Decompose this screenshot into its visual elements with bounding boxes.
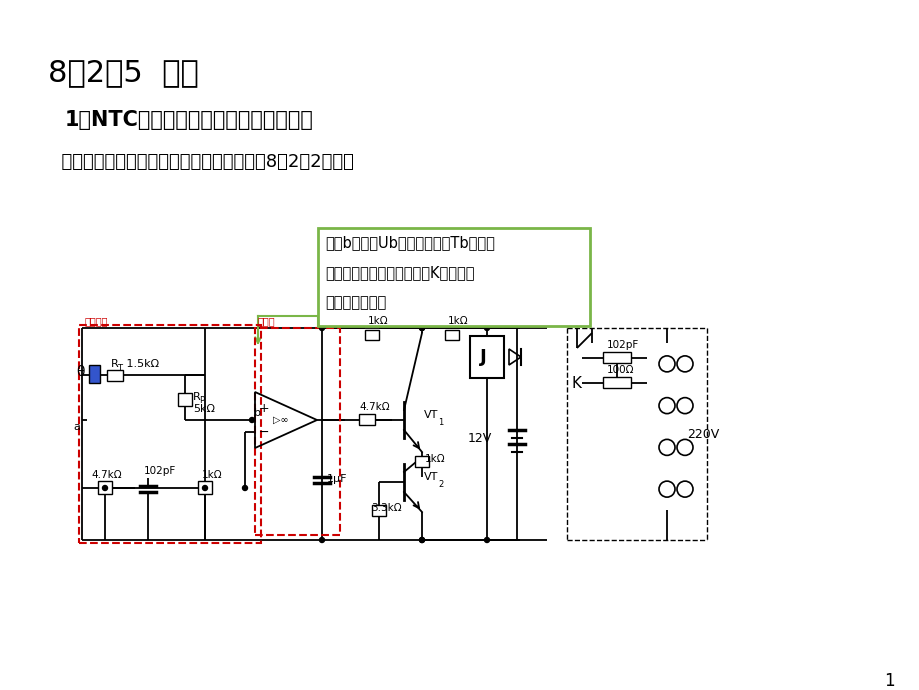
Text: +: + xyxy=(259,402,269,415)
Text: ▷∞: ▷∞ xyxy=(273,415,289,425)
Text: 1μF: 1μF xyxy=(326,474,347,484)
Text: 100Ω: 100Ω xyxy=(607,365,634,375)
Circle shape xyxy=(484,538,489,542)
Text: 1.5kΩ: 1.5kΩ xyxy=(123,359,159,369)
Text: 1: 1 xyxy=(437,418,443,427)
Text: 220V: 220V xyxy=(686,428,719,440)
Bar xyxy=(371,505,386,516)
Bar xyxy=(107,370,123,381)
Text: 2: 2 xyxy=(437,480,443,489)
Circle shape xyxy=(249,417,255,422)
Text: a: a xyxy=(73,422,80,432)
Bar xyxy=(98,481,112,494)
Bar xyxy=(470,336,504,378)
Text: P: P xyxy=(199,396,204,405)
Text: 102pF: 102pF xyxy=(144,466,176,476)
Text: 直流电桥: 直流电桥 xyxy=(85,316,108,326)
Circle shape xyxy=(419,326,424,331)
Circle shape xyxy=(102,486,108,491)
Circle shape xyxy=(419,538,424,542)
Circle shape xyxy=(243,486,247,491)
Bar xyxy=(89,365,100,383)
Text: 比较器: 比较器 xyxy=(257,316,276,326)
Text: 102pF: 102pF xyxy=(607,340,639,350)
Text: R: R xyxy=(111,359,119,369)
Text: b: b xyxy=(254,408,261,418)
Bar xyxy=(177,393,192,406)
Text: 4.7kΩ: 4.7kΩ xyxy=(358,402,390,412)
Text: 时继电器不通电，常闭触点K闭合，加: 时继电器不通电，常闭触点K闭合，加 xyxy=(324,265,474,280)
Text: VT: VT xyxy=(424,472,437,482)
Bar xyxy=(79,325,261,543)
Circle shape xyxy=(319,538,324,542)
Text: 单点温度控制是常见的温度控制形式，如图8．2．2所示。: 单点温度控制是常见的温度控制形式，如图8．2．2所示。 xyxy=(50,153,354,171)
Text: 热器通电加热。: 热器通电加热。 xyxy=(324,295,386,310)
Text: 5kΩ: 5kΩ xyxy=(193,404,215,414)
Circle shape xyxy=(419,326,424,331)
Text: 3.3kΩ: 3.3kΩ xyxy=(370,503,402,513)
Text: θ: θ xyxy=(76,365,85,379)
Text: VT: VT xyxy=(424,410,437,420)
Bar xyxy=(255,328,340,535)
Text: 1kΩ: 1kΩ xyxy=(368,316,388,326)
Text: J: J xyxy=(480,348,486,366)
Text: 4.7kΩ: 4.7kΩ xyxy=(91,470,121,480)
Text: 调整b点电位Ub，即预设温度Tb，初始: 调整b点电位Ub，即预设温度Tb，初始 xyxy=(324,235,494,250)
Circle shape xyxy=(319,326,324,331)
Bar xyxy=(365,330,379,340)
Text: 8．2．5  应用: 8．2．5 应用 xyxy=(48,58,199,87)
Text: R: R xyxy=(193,392,200,402)
Circle shape xyxy=(419,538,424,542)
Circle shape xyxy=(202,486,208,491)
Text: 1: 1 xyxy=(883,672,894,690)
Text: T: T xyxy=(117,364,122,373)
Bar xyxy=(414,456,428,467)
Text: K: K xyxy=(572,377,582,391)
Text: −: − xyxy=(259,426,269,439)
Bar xyxy=(198,481,211,494)
Text: 1kΩ: 1kΩ xyxy=(202,470,222,480)
Bar xyxy=(445,330,459,340)
Text: 1kΩ: 1kΩ xyxy=(425,454,445,464)
Bar xyxy=(318,228,589,326)
Circle shape xyxy=(484,326,489,331)
Bar xyxy=(358,414,375,425)
Bar xyxy=(602,377,630,388)
Text: 1kΩ: 1kΩ xyxy=(448,316,468,326)
Bar xyxy=(602,352,630,363)
Text: 1．NTC热敏电阻实现单点温度控制电路: 1．NTC热敏电阻实现单点温度控制电路 xyxy=(65,110,313,130)
Text: 12V: 12V xyxy=(467,433,492,446)
